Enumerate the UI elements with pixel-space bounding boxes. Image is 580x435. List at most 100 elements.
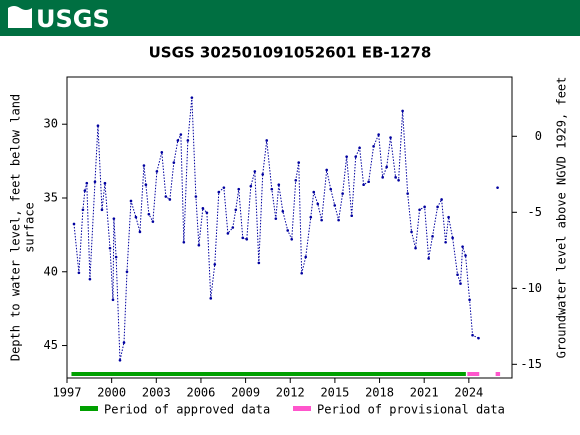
data-point xyxy=(129,199,133,203)
data-point xyxy=(114,255,118,259)
data-point xyxy=(468,298,471,302)
data-point xyxy=(93,180,97,184)
data-point xyxy=(144,183,148,187)
x-tick-label: 2009 xyxy=(231,386,260,400)
data-point xyxy=(182,240,186,244)
data-point xyxy=(294,178,298,182)
data-point xyxy=(176,139,180,142)
data-point xyxy=(160,150,164,154)
data-point xyxy=(237,187,241,191)
legend-swatch xyxy=(80,406,98,411)
data-point xyxy=(77,271,81,275)
data-point xyxy=(118,358,122,362)
y2-axis-label: Groundwater level above NGVD 1929, feet xyxy=(555,77,569,359)
data-point xyxy=(300,271,304,275)
data-point xyxy=(72,222,76,226)
data-point xyxy=(96,124,100,127)
x-tick-label: 2018 xyxy=(365,386,394,400)
y2-tick-label: -10 xyxy=(520,281,542,295)
data-point xyxy=(385,165,388,169)
data-point xyxy=(277,183,281,187)
data-point xyxy=(358,146,361,150)
legend-swatch xyxy=(293,406,311,411)
data-point xyxy=(81,208,85,212)
data-point xyxy=(186,139,190,142)
data-point xyxy=(179,133,183,136)
data-point xyxy=(201,207,205,210)
data-point xyxy=(100,208,104,212)
data-point xyxy=(111,298,115,302)
data-point xyxy=(459,282,462,285)
x-tick-label: 2003 xyxy=(142,386,171,400)
data-point xyxy=(447,215,450,219)
x-tick-label: 2015 xyxy=(320,386,349,400)
data-point xyxy=(367,180,370,184)
data-point xyxy=(397,178,400,182)
data-point xyxy=(333,204,337,207)
data-point xyxy=(329,187,333,191)
data-point xyxy=(151,220,155,223)
data-point xyxy=(418,208,421,212)
data-point xyxy=(496,186,499,189)
data-point xyxy=(222,186,226,189)
data-point xyxy=(394,176,397,179)
data-point xyxy=(401,109,404,113)
x-tick-label: 2000 xyxy=(97,386,126,400)
data-point xyxy=(281,209,285,213)
data-point xyxy=(168,198,172,201)
data-point xyxy=(245,238,249,241)
data-point xyxy=(164,195,168,198)
data-point xyxy=(155,170,159,173)
data-point xyxy=(241,236,245,240)
data-point xyxy=(172,161,176,164)
data-point xyxy=(190,96,194,99)
data-point xyxy=(290,238,294,241)
data-point xyxy=(320,218,323,222)
y-tick-label: 40 xyxy=(44,264,58,278)
y-axis-label: Depth to water level, feet below land xyxy=(9,94,23,361)
data-point xyxy=(350,214,354,217)
period-bar xyxy=(495,372,501,376)
period-bar xyxy=(71,372,466,376)
data-point xyxy=(257,261,261,265)
data-point xyxy=(312,190,316,194)
data-point xyxy=(226,232,230,235)
legend-label: Period of approved data xyxy=(104,403,270,417)
data-point xyxy=(381,176,384,179)
y2-tick-label: -5 xyxy=(528,205,542,219)
data-point xyxy=(410,230,413,234)
y-tick-label: 30 xyxy=(44,117,58,131)
logo-icon xyxy=(8,6,32,28)
data-point xyxy=(427,257,430,260)
data-point xyxy=(138,230,142,234)
data-point xyxy=(85,181,89,185)
series-line xyxy=(74,98,498,361)
data-point xyxy=(286,229,290,232)
data-point xyxy=(112,217,116,220)
data-point xyxy=(231,226,235,229)
chart-title: USGS 302501091052601 EB-1278 xyxy=(149,44,432,62)
y2-tick-label: 0 xyxy=(535,129,542,143)
data-point xyxy=(461,245,464,248)
data-point xyxy=(316,202,320,206)
data-point xyxy=(325,168,329,172)
data-point xyxy=(125,270,129,274)
data-point xyxy=(270,187,274,191)
data-point xyxy=(205,211,209,215)
x-tick-label: 2012 xyxy=(276,386,305,400)
data-point xyxy=(249,184,253,188)
y-axis-label: surface xyxy=(23,202,37,253)
data-point xyxy=(423,205,426,209)
data-point xyxy=(451,236,454,240)
data-point xyxy=(213,263,217,266)
x-tick-label: 2021 xyxy=(410,386,439,400)
data-point xyxy=(108,246,112,250)
data-point xyxy=(377,133,380,136)
data-point xyxy=(362,183,365,187)
x-tick-label: 2006 xyxy=(186,386,215,400)
data-point xyxy=(389,136,392,139)
data-point xyxy=(341,192,344,195)
data-point xyxy=(122,341,126,344)
data-point xyxy=(444,240,447,244)
